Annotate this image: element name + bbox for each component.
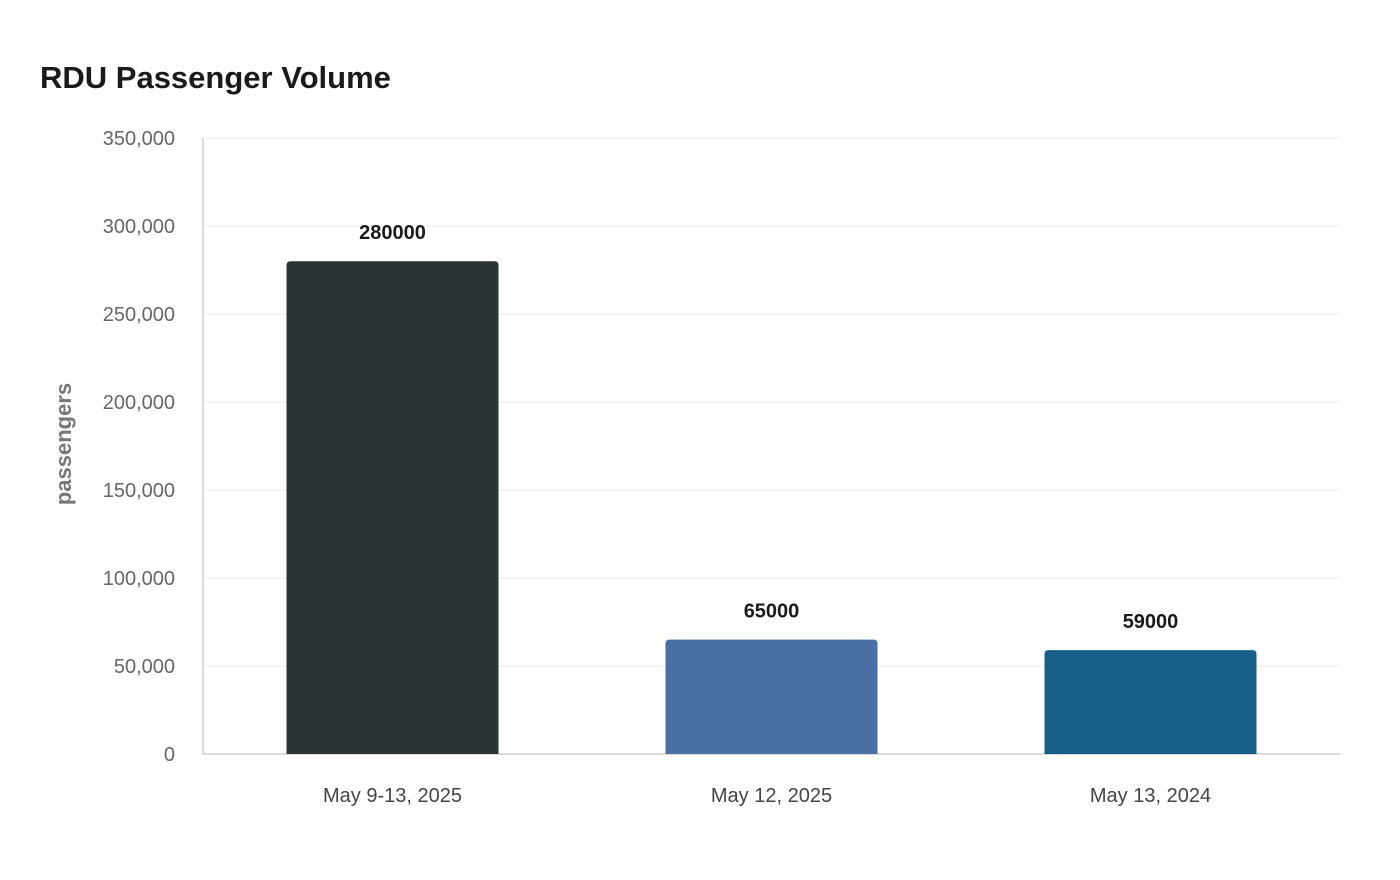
y-tick-label: 300,000: [103, 216, 175, 238]
chart-title: RDU Passenger Volume: [40, 60, 391, 95]
bar-1: [286, 261, 499, 754]
y-tick-label: 350,000: [103, 128, 175, 150]
x-category-label: May 13, 2024: [1090, 785, 1211, 807]
bar-2: [665, 639, 878, 754]
bar-value-label: 59000: [1123, 611, 1179, 633]
data-labels: 280000 65000 59000: [359, 222, 1178, 633]
bar-value-label: 280000: [359, 222, 426, 244]
y-tick-label: 150,000: [103, 480, 175, 502]
y-axis-ticks: 0 50,000 100,000 150,000 200,000 250,000 300,0…: [103, 128, 175, 766]
y-tick-label: 200,000: [103, 392, 175, 414]
y-tick-label: 0: [164, 744, 175, 766]
x-axis-categories: May 9-13, 2025 May 12, 2025 May 13, 2024: [323, 785, 1211, 807]
y-tick-label: 250,000: [103, 304, 175, 326]
bar-value-label: 65000: [744, 601, 800, 623]
y-tick-label: 100,000: [103, 568, 175, 590]
x-category-label: May 9-13, 2025: [323, 785, 462, 807]
bar-3: [1044, 650, 1257, 754]
y-tick-label: 50,000: [114, 656, 175, 678]
y-axis-title: passengers: [51, 383, 76, 505]
bars: [286, 261, 1257, 754]
x-category-label: May 12, 2025: [711, 785, 832, 807]
